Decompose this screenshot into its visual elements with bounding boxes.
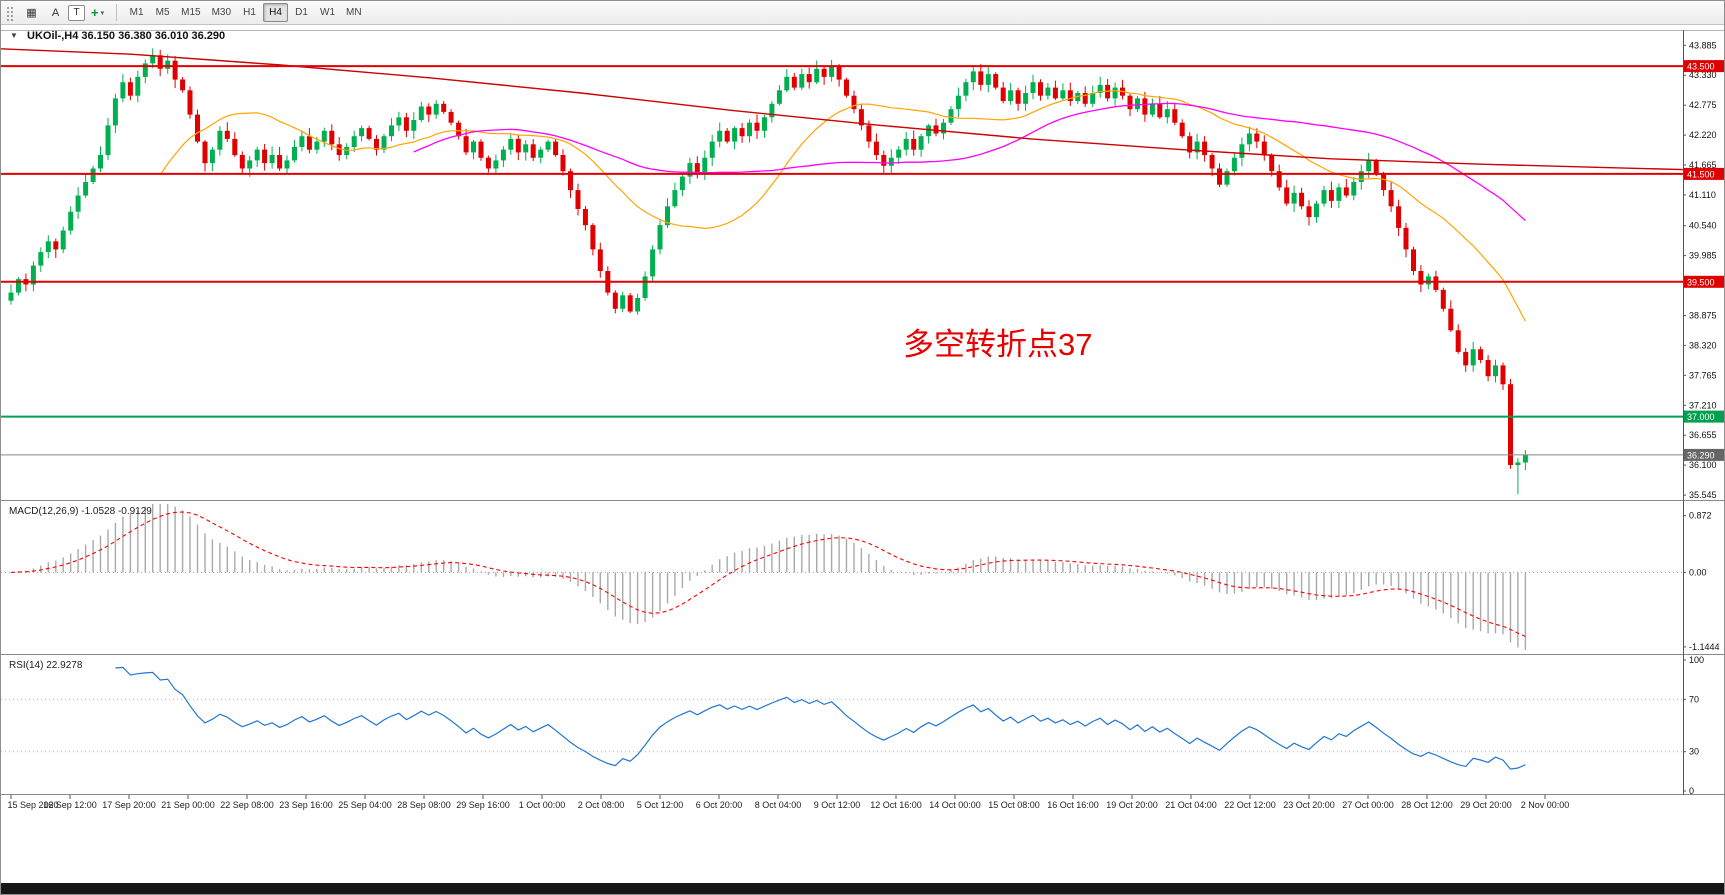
svg-text:21 Oct 04:00: 21 Oct 04:00 [1165,800,1217,810]
annotate-a-button[interactable]: A [51,6,60,19]
svg-text:0.872: 0.872 [1689,511,1712,521]
svg-text:16 Sep 12:00: 16 Sep 12:00 [43,800,97,810]
svg-text:22 Oct 12:00: 22 Oct 12:00 [1224,800,1276,810]
svg-text:41.665: 41.665 [1689,160,1717,170]
chart-tools-group: ▦ A T + ▾ [20,3,109,22]
timeframe-h4-button[interactable]: H4 [263,3,289,22]
svg-text:30: 30 [1689,747,1699,757]
svg-text:39.985: 39.985 [1689,251,1717,261]
chart-grid-icon: ▦ [26,7,37,19]
svg-text:14 Oct 00:00: 14 Oct 00:00 [929,800,981,810]
svg-text:12 Oct 16:00: 12 Oct 16:00 [870,800,922,810]
svg-text:36.100: 36.100 [1689,460,1717,470]
svg-text:37.210: 37.210 [1689,400,1717,410]
svg-text:1 Oct 00:00: 1 Oct 00:00 [519,800,566,810]
rsi-indicator-pane[interactable] [1,666,1683,770]
svg-text:40.540: 40.540 [1689,221,1717,231]
price-axis[interactable]: 43.885 43.330 42.775 42.220 41.665 41.110 40.5… [1683,40,1725,796]
svg-text:17 Sep 20:00: 17 Sep 20:00 [102,800,156,810]
svg-text:38.320: 38.320 [1689,340,1717,350]
timeframe-w1-button[interactable]: W1 [320,7,336,18]
svg-text:41.110: 41.110 [1689,190,1716,200]
svg-text:42.220: 42.220 [1689,130,1717,140]
svg-text:36.655: 36.655 [1689,430,1717,440]
svg-text:6 Oct 20:00: 6 Oct 20:00 [696,800,743,810]
macd-indicator-pane[interactable] [1,504,1683,650]
toolbar-grip-icon[interactable] [5,4,14,21]
annotation-text[interactable]: 多空转折点37 [903,327,1092,362]
svg-text:23 Oct 20:00: 23 Oct 20:00 [1283,800,1335,810]
chart-title: UKOil-,H4 36.150 36.380 36.010 36.290 [27,30,225,42]
svg-text:38.875: 38.875 [1689,311,1717,321]
rsi-label: RSI(14) 22.9278 [9,660,83,671]
svg-text:100: 100 [1689,655,1704,665]
svg-text:9 Oct 12:00: 9 Oct 12:00 [814,800,861,810]
svg-text:16 Oct 16:00: 16 Oct 16:00 [1047,800,1099,810]
svg-text:19 Oct 20:00: 19 Oct 20:00 [1106,800,1158,810]
timeframe-m30-button[interactable]: M30 [211,7,232,18]
toolbar: ▦ A T + ▾ M1 M5 M15 M30 H1 H4 D1 W1 MN [1,1,1724,25]
bottom-bar [1,883,1724,894]
text-tool-button[interactable]: T [68,4,85,21]
svg-text:42.775: 42.775 [1689,100,1717,110]
toolbar-separator [116,4,118,21]
svg-text:43.330: 43.330 [1689,70,1717,80]
svg-text:2 Nov 00:00: 2 Nov 00:00 [1521,800,1570,810]
chart-canvas[interactable]: 43.885 43.330 42.775 42.220 41.665 41.110 40.5… [1,25,1725,895]
svg-text:21 Sep 00:00: 21 Sep 00:00 [161,800,215,810]
svg-text:2 Oct 08:00: 2 Oct 08:00 [578,800,625,810]
svg-text:5 Oct 12:00: 5 Oct 12:00 [637,800,684,810]
crosshair-tool-button[interactable]: + ▾ [86,3,109,22]
svg-text:43.500: 43.500 [1687,62,1715,72]
svg-text:29 Oct 20:00: 29 Oct 20:00 [1460,800,1512,810]
svg-text:22 Sep 08:00: 22 Sep 08:00 [220,800,274,810]
svg-text:37.765: 37.765 [1689,370,1717,380]
svg-text:25 Sep 04:00: 25 Sep 04:00 [338,800,392,810]
svg-text:15 Oct 08:00: 15 Oct 08:00 [988,800,1040,810]
svg-text:37.000: 37.000 [1687,412,1715,422]
svg-text:35.545: 35.545 [1689,490,1717,500]
svg-text:39.500: 39.500 [1687,277,1715,287]
drawn-objects-layer[interactable] [1,48,1684,456]
svg-text:8 Oct 04:00: 8 Oct 04:00 [755,800,802,810]
symbol-dropdown-icon[interactable]: ▼ [10,31,18,40]
svg-text:36.290: 36.290 [1687,450,1715,460]
macd-label: MACD(12,26,9) -1.0528 -0.9129 [9,506,152,517]
timeframe-group: M1 M5 M15 M30 H1 H4 D1 W1 MN [124,3,366,22]
timeframe-h1-button[interactable]: H1 [243,7,256,18]
timeframe-mn-button[interactable]: MN [346,7,362,18]
svg-text:41.500: 41.500 [1687,169,1715,179]
timeframe-m5-button[interactable]: M5 [155,7,170,18]
main-price-pane[interactable] [8,48,1528,495]
svg-text:43.885: 43.885 [1689,40,1717,50]
svg-text:0.00: 0.00 [1689,567,1707,577]
svg-text:15 Sep 2020: 15 Sep 2020 [7,800,58,810]
pane-borders [1,30,1724,795]
svg-text:70: 70 [1689,694,1699,704]
dropdown-caret-icon: ▾ [100,9,105,17]
svg-text:-1.1444: -1.1444 [1689,642,1720,652]
timeframe-m1-button[interactable]: M1 [129,7,144,18]
crosshair-tool-icon: + [91,5,99,20]
chart-grid-button[interactable]: ▦ [20,3,43,22]
timeframe-m15-button[interactable]: M15 [181,7,201,18]
svg-text:28 Sep 08:00: 28 Sep 08:00 [397,800,451,810]
timeframe-d1-button[interactable]: D1 [295,7,308,18]
svg-text:28 Oct 12:00: 28 Oct 12:00 [1401,800,1453,810]
svg-text:23 Sep 16:00: 23 Sep 16:00 [279,800,333,810]
svg-text:27 Oct 00:00: 27 Oct 00:00 [1342,800,1394,810]
svg-text:0: 0 [1689,786,1694,796]
svg-text:29 Sep 16:00: 29 Sep 16:00 [456,800,510,810]
